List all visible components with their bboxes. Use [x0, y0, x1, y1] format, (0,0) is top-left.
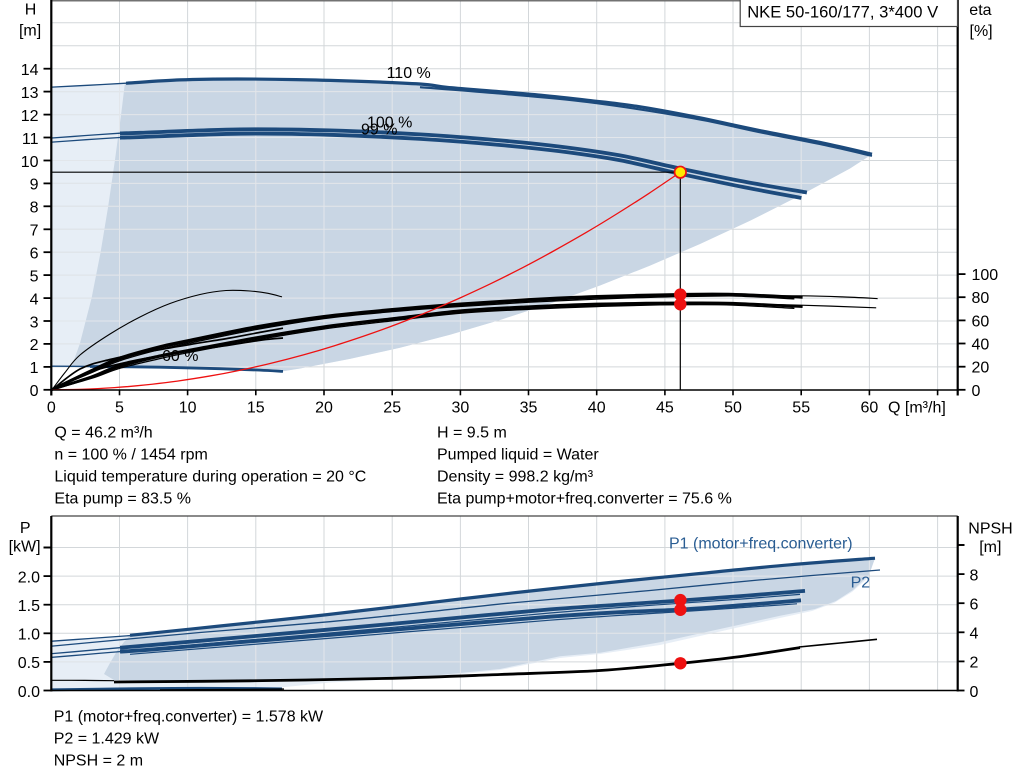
svg-text:[m]: [m]	[19, 22, 41, 39]
svg-text:40: 40	[972, 337, 990, 354]
svg-text:[m]: [m]	[979, 539, 1001, 556]
svg-text:Liquid temperature during oper: Liquid temperature during operation = 20…	[54, 469, 366, 486]
svg-text:11: 11	[22, 131, 39, 148]
svg-text:0: 0	[30, 383, 39, 400]
svg-text:1: 1	[30, 360, 39, 377]
svg-text:H: H	[25, 2, 37, 19]
svg-text:2.0: 2.0	[18, 569, 40, 586]
svg-text:NKE 50-160/177, 3*400 V: NKE 50-160/177, 3*400 V	[747, 3, 938, 22]
svg-text:110 %: 110 %	[387, 65, 431, 82]
svg-text:10: 10	[179, 400, 197, 417]
svg-text:8: 8	[970, 567, 979, 584]
svg-text:20: 20	[315, 400, 333, 417]
svg-text:12: 12	[21, 108, 39, 125]
svg-text:80: 80	[972, 290, 990, 307]
svg-text:60 %: 60 %	[162, 348, 198, 365]
svg-text:25: 25	[383, 400, 401, 417]
svg-text:Eta pump = 83.5 %: Eta pump = 83.5 %	[54, 491, 191, 508]
svg-text:10: 10	[21, 154, 39, 171]
svg-text:P: P	[20, 520, 31, 537]
svg-text:0.0: 0.0	[18, 684, 40, 701]
svg-text:0: 0	[972, 383, 981, 400]
svg-text:35: 35	[520, 400, 538, 417]
svg-text:0.5: 0.5	[18, 655, 40, 672]
svg-text:60: 60	[972, 313, 990, 330]
svg-text:2: 2	[30, 337, 39, 354]
svg-text:NPSH = 2 m: NPSH = 2 m	[54, 752, 143, 769]
svg-text:[kW]: [kW]	[9, 539, 41, 556]
svg-text:0: 0	[970, 684, 979, 701]
svg-text:Pumped liquid = Water: Pumped liquid = Water	[437, 447, 599, 464]
svg-text:45: 45	[656, 400, 674, 417]
svg-text:13: 13	[21, 85, 39, 102]
svg-text:Q [m³/h]: Q [m³/h]	[888, 400, 946, 417]
svg-text:[%]: [%]	[970, 23, 993, 40]
svg-text:0: 0	[47, 400, 56, 417]
svg-text:40: 40	[588, 400, 606, 417]
svg-text:1.0: 1.0	[18, 627, 40, 644]
svg-text:4: 4	[30, 291, 39, 308]
svg-text:14: 14	[21, 62, 39, 79]
svg-text:20: 20	[972, 360, 990, 377]
svg-text:Eta pump+motor+freq.converter: Eta pump+motor+freq.converter = 75.6 %	[437, 491, 732, 508]
svg-text:8: 8	[30, 200, 39, 217]
svg-text:9: 9	[30, 177, 39, 194]
svg-text:60: 60	[861, 400, 879, 417]
svg-text:99 %: 99 %	[361, 122, 397, 139]
svg-text:3: 3	[30, 314, 39, 331]
svg-text:P1 (motor+freq.converter): P1 (motor+freq.converter)	[669, 536, 853, 553]
svg-text:eta: eta	[969, 2, 991, 19]
svg-text:7: 7	[30, 223, 39, 240]
svg-text:NPSH: NPSH	[968, 520, 1012, 537]
svg-text:100 %: 100 %	[367, 115, 412, 132]
svg-text:50: 50	[724, 400, 742, 417]
svg-text:4: 4	[970, 626, 979, 643]
svg-text:H = 9.5 m: H = 9.5 m	[437, 425, 507, 442]
svg-text:2: 2	[970, 655, 979, 672]
svg-text:P1 (motor+freq.converter) = 1.: P1 (motor+freq.converter) = 1.578 kW	[54, 708, 324, 725]
svg-text:30: 30	[452, 400, 470, 417]
svg-text:5: 5	[30, 268, 39, 285]
svg-text:n = 100 % / 1454 rpm: n = 100 % / 1454 rpm	[54, 447, 207, 464]
svg-text:100: 100	[972, 267, 999, 284]
svg-text:Q = 46.2 m³/h: Q = 46.2 m³/h	[54, 425, 152, 442]
svg-text:15: 15	[247, 400, 265, 417]
svg-text:P2: P2	[851, 574, 871, 591]
svg-text:1.5: 1.5	[18, 598, 40, 615]
svg-text:Density = 998.2 kg/m³: Density = 998.2 kg/m³	[437, 469, 594, 486]
svg-text:6: 6	[970, 597, 979, 614]
svg-text:55: 55	[792, 400, 810, 417]
svg-text:5: 5	[115, 400, 124, 417]
svg-text:6: 6	[30, 246, 39, 263]
svg-text:P2 = 1.429 kW: P2 = 1.429 kW	[54, 730, 160, 747]
